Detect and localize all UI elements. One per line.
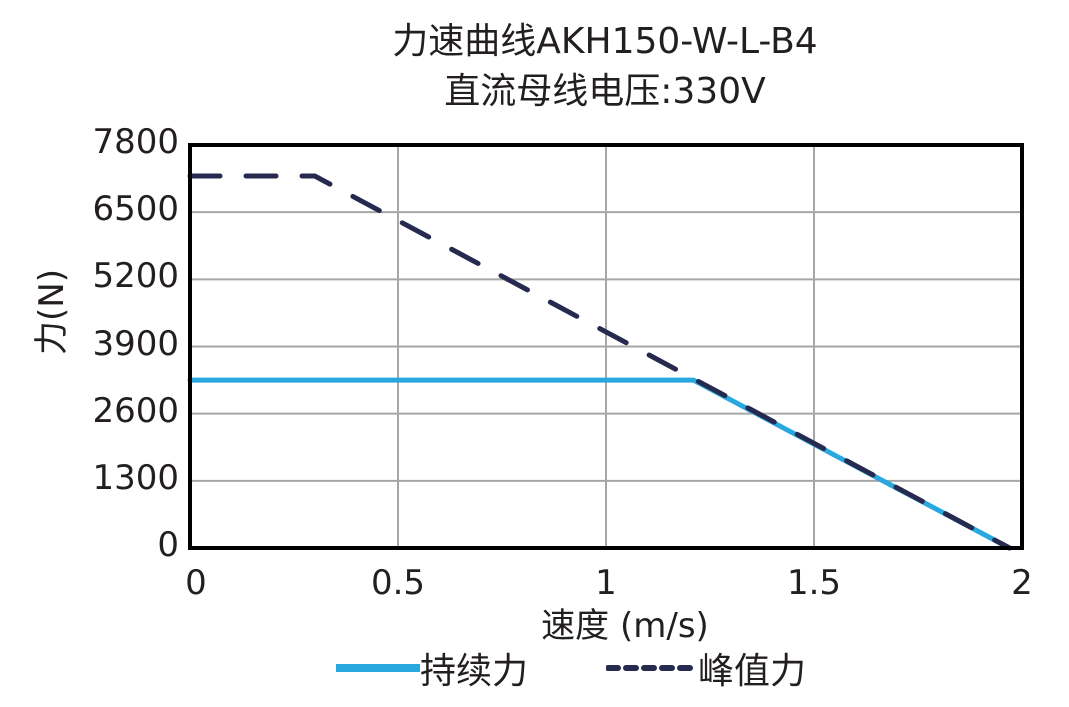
y-tick-label: 6500 xyxy=(92,189,179,230)
legend-label-peak: 峰值力 xyxy=(698,651,807,692)
y-tick-label: 1300 xyxy=(92,457,179,498)
solid-line-swatch-icon xyxy=(336,664,420,672)
x-tick-label: 0 xyxy=(185,563,207,603)
legend-item-continuous: 持续力 xyxy=(336,642,528,694)
plot-frame xyxy=(188,143,1024,550)
dashed-line-swatch-icon xyxy=(606,665,699,671)
y-tick-label: 7800 xyxy=(92,122,179,162)
x-tick-label: 1 xyxy=(595,563,617,603)
legend: 持续力 峰值力 xyxy=(336,646,806,692)
data-series xyxy=(187,173,1013,551)
continuous-force-line xyxy=(187,377,1013,551)
chart-title: 力速曲线AKH150-W-L-B4 xyxy=(392,21,818,62)
x-axis-label: 速度 (m/s) xyxy=(541,606,709,646)
y-tick-label: 2600 xyxy=(92,390,179,431)
peak-force-line xyxy=(187,173,1013,551)
y-tick-label: 0 xyxy=(157,525,179,565)
legend-label-continuous: 持续力 xyxy=(420,651,529,692)
y-axis-label: 力(N) xyxy=(32,269,72,355)
chart-subtitle: 直流母线电压:330V xyxy=(444,71,766,112)
x-tick-label: 1.5 xyxy=(786,563,842,603)
x-tick-label: 0.5 xyxy=(370,563,426,603)
y-tick-label: 5200 xyxy=(92,256,179,297)
y-tick-label: 3900 xyxy=(92,323,179,364)
x-tick-label: 2 xyxy=(1011,563,1033,603)
legend-item-peak: 峰值力 xyxy=(606,642,806,694)
